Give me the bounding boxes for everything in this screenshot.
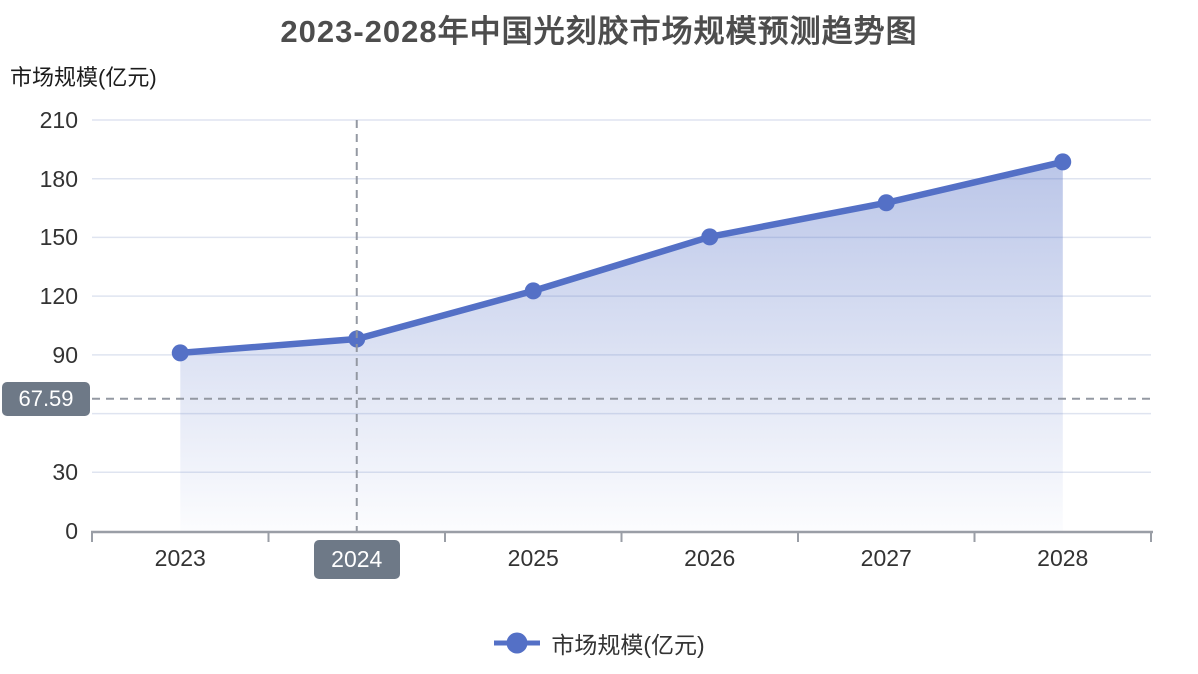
y-tick-label: 120 [39,283,78,310]
legend-line-marker-icon [494,632,541,654]
x-tick-label: 2025 [507,545,559,571]
x-tick-label: 2028 [1037,545,1089,571]
chart-title: 2023-2028年中国光刻胶市场规模预测趋势图 [280,14,918,49]
y-tick-label: 150 [39,224,78,251]
y-tick-label: 0 [65,518,78,544]
series-area [180,161,1063,531]
series-line [177,158,1067,357]
data-point-2028[interactable] [1054,153,1072,171]
data-point-2027[interactable] [877,194,895,212]
y-tick-label: 90 [52,341,78,368]
y-axis-title: 市场规模(亿元) [10,65,157,90]
data-point-2026[interactable] [701,228,719,246]
axis-pointer-y-label: 67.59 [2,381,90,416]
x-tick-label: 2027 [860,545,912,571]
axis-pointer-x-label: 2024 [313,540,400,579]
y-tick-label: 210 [39,107,78,133]
x-tick-label: 2026 [684,545,736,571]
legend-item[interactable]: 市场规模(亿元) [0,626,1198,660]
data-point-2024[interactable] [348,330,366,348]
data-point-2025[interactable] [524,282,542,300]
x-tick-label: 2023 [154,545,206,571]
data-point-2023[interactable] [171,344,189,362]
y-tick-label: 30 [52,459,78,486]
legend-label: 市场规模(亿元) [551,632,705,658]
y-tick-label: 180 [39,165,78,192]
